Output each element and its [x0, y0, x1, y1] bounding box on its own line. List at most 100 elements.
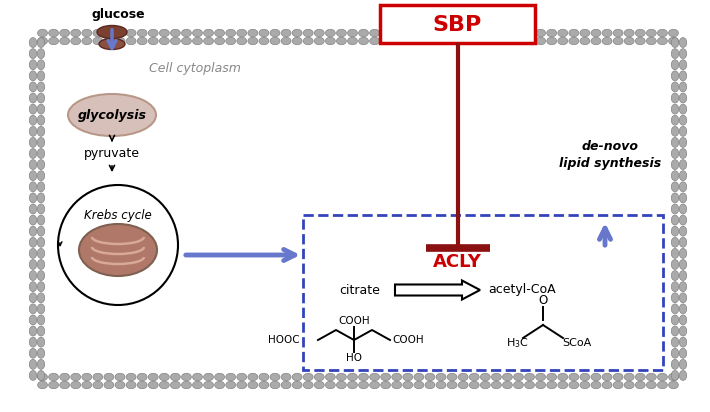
- Ellipse shape: [646, 37, 656, 45]
- Ellipse shape: [513, 37, 523, 45]
- Ellipse shape: [425, 381, 435, 389]
- Text: Krebs cycle: Krebs cycle: [84, 208, 152, 222]
- Ellipse shape: [671, 237, 679, 247]
- Ellipse shape: [580, 37, 590, 45]
- Ellipse shape: [29, 226, 37, 236]
- Ellipse shape: [679, 282, 687, 292]
- Ellipse shape: [347, 29, 357, 37]
- Ellipse shape: [679, 182, 687, 192]
- Ellipse shape: [48, 373, 59, 381]
- Ellipse shape: [624, 37, 634, 45]
- Ellipse shape: [126, 381, 136, 389]
- Ellipse shape: [535, 373, 545, 381]
- Ellipse shape: [679, 159, 687, 170]
- Ellipse shape: [679, 337, 687, 347]
- Ellipse shape: [635, 381, 645, 389]
- Ellipse shape: [491, 381, 501, 389]
- Ellipse shape: [82, 381, 92, 389]
- Ellipse shape: [469, 373, 479, 381]
- Ellipse shape: [37, 182, 45, 192]
- Ellipse shape: [126, 37, 136, 45]
- Ellipse shape: [436, 29, 446, 37]
- Ellipse shape: [414, 37, 424, 45]
- Ellipse shape: [37, 248, 45, 258]
- Ellipse shape: [671, 60, 679, 70]
- Ellipse shape: [679, 271, 687, 281]
- Ellipse shape: [535, 37, 545, 45]
- Text: pyruvate: pyruvate: [84, 147, 140, 161]
- Ellipse shape: [547, 381, 557, 389]
- Ellipse shape: [591, 373, 601, 381]
- Ellipse shape: [182, 381, 192, 389]
- Ellipse shape: [525, 29, 535, 37]
- Ellipse shape: [337, 29, 346, 37]
- Ellipse shape: [182, 37, 192, 45]
- Ellipse shape: [569, 373, 579, 381]
- Ellipse shape: [60, 29, 70, 37]
- Ellipse shape: [192, 381, 202, 389]
- Ellipse shape: [679, 49, 687, 59]
- Ellipse shape: [29, 248, 37, 258]
- Ellipse shape: [525, 37, 535, 45]
- Ellipse shape: [214, 381, 224, 389]
- FancyBboxPatch shape: [33, 33, 683, 385]
- Ellipse shape: [671, 193, 679, 203]
- Ellipse shape: [671, 348, 679, 358]
- Ellipse shape: [679, 348, 687, 358]
- Ellipse shape: [325, 37, 335, 45]
- Ellipse shape: [137, 29, 147, 37]
- Ellipse shape: [503, 29, 513, 37]
- Ellipse shape: [513, 381, 523, 389]
- Ellipse shape: [99, 38, 125, 49]
- Ellipse shape: [381, 37, 390, 45]
- Ellipse shape: [79, 224, 157, 276]
- Ellipse shape: [591, 37, 601, 45]
- Ellipse shape: [547, 373, 557, 381]
- Text: citrate: citrate: [339, 283, 381, 297]
- Ellipse shape: [292, 29, 302, 37]
- Ellipse shape: [37, 271, 45, 281]
- Ellipse shape: [381, 373, 390, 381]
- Ellipse shape: [29, 171, 37, 181]
- Ellipse shape: [237, 381, 247, 389]
- Ellipse shape: [214, 29, 224, 37]
- Circle shape: [58, 185, 178, 305]
- Ellipse shape: [671, 271, 679, 281]
- Ellipse shape: [137, 373, 147, 381]
- Ellipse shape: [37, 49, 45, 59]
- Ellipse shape: [425, 373, 435, 381]
- Ellipse shape: [458, 37, 468, 45]
- Ellipse shape: [315, 373, 324, 381]
- Ellipse shape: [671, 215, 679, 225]
- Ellipse shape: [436, 37, 446, 45]
- Ellipse shape: [248, 381, 258, 389]
- Ellipse shape: [525, 381, 535, 389]
- Ellipse shape: [93, 381, 103, 389]
- Ellipse shape: [281, 381, 291, 389]
- Ellipse shape: [671, 282, 679, 292]
- Ellipse shape: [580, 373, 590, 381]
- Ellipse shape: [60, 37, 70, 45]
- Ellipse shape: [170, 373, 180, 381]
- Ellipse shape: [192, 29, 202, 37]
- Ellipse shape: [37, 326, 45, 336]
- Ellipse shape: [29, 104, 37, 114]
- Ellipse shape: [37, 370, 45, 380]
- Ellipse shape: [29, 348, 37, 358]
- Ellipse shape: [170, 381, 180, 389]
- Ellipse shape: [558, 373, 568, 381]
- Ellipse shape: [281, 37, 291, 45]
- Text: de-novo
lipid synthesis: de-novo lipid synthesis: [559, 140, 661, 170]
- Ellipse shape: [646, 381, 656, 389]
- Ellipse shape: [403, 37, 413, 45]
- Ellipse shape: [679, 204, 687, 214]
- Ellipse shape: [48, 29, 59, 37]
- Ellipse shape: [679, 215, 687, 225]
- Ellipse shape: [513, 373, 523, 381]
- Ellipse shape: [535, 381, 545, 389]
- Ellipse shape: [392, 37, 402, 45]
- Ellipse shape: [347, 381, 357, 389]
- Ellipse shape: [270, 37, 280, 45]
- Ellipse shape: [657, 373, 667, 381]
- Ellipse shape: [29, 159, 37, 170]
